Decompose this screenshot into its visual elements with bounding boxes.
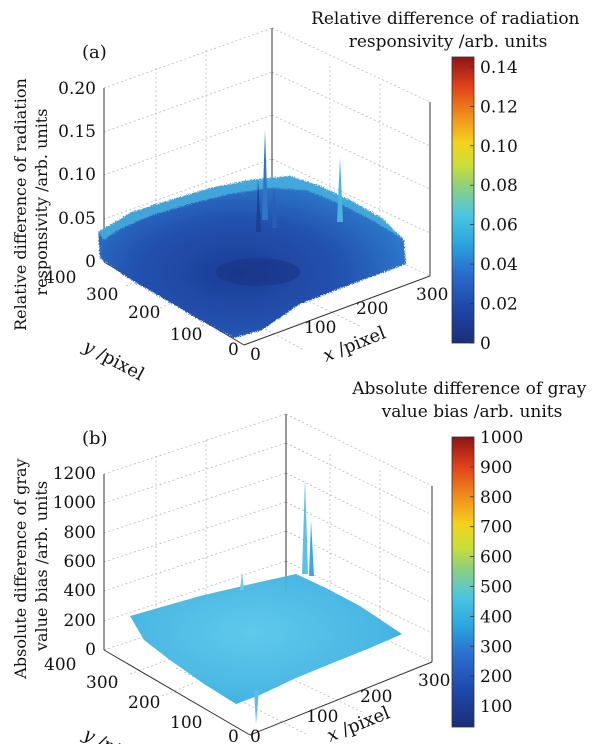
panel-b-y-tick: 200 (128, 693, 160, 713)
panel-b-z-tick: 800 (64, 523, 96, 543)
panel-a: 0 0.05 0.10 0.15 0.20 0 100 200 300 400 … (11, 9, 585, 385)
panel-b-colorbar-tick-label: 600 (480, 548, 512, 568)
panel-a-colorbar-tick-label: 0.08 (480, 176, 518, 196)
panel-b-y-ticks: 0 100 200 300 400 (44, 655, 239, 744)
panel-b-z-tick: 400 (64, 581, 96, 601)
panel-a-z-tick: 0.05 (58, 209, 96, 229)
panel-b-spike-3 (240, 572, 244, 590)
panel-a-label: (a) (82, 42, 107, 63)
panel-a-colorbar-title: Relative difference of radiation respons… (311, 9, 585, 52)
panel-b-colorbar-tick-label: 100 (480, 697, 512, 717)
panel-a-colorbar-tick-label: 0.04 (480, 255, 518, 275)
panel-a-colorbar-tick-label: 0 (480, 334, 491, 354)
panel-a-surface (98, 130, 406, 338)
panel-a-colorbar-tick-label: 0.14 (480, 58, 518, 78)
panel-b-z-tick: 600 (64, 552, 96, 572)
panel-a-x-tick: 0 (250, 345, 261, 365)
panel-a-y-tick: 300 (86, 285, 118, 305)
panel-b-colorbar-tick-label: 500 (480, 577, 512, 597)
panel-b: 0 200 400 600 800 1000 1200 0 100 200 30… (11, 379, 591, 744)
panel-b-x-tick: 300 (418, 671, 450, 691)
panel-a-x-tick: 100 (304, 318, 336, 338)
panel-b-surface (130, 478, 402, 724)
panel-b-colorbar-tick-label: 200 (480, 667, 512, 687)
panel-b-spike-2 (309, 520, 314, 576)
panel-b-colorbar-tick-label: 900 (480, 458, 512, 478)
panel-a-surface-dip (216, 258, 300, 286)
panel-b-x-tick: 200 (360, 687, 392, 707)
panel-a-z-tick: 0.10 (58, 165, 96, 185)
panel-a-colorbar-ticks: 0 0.02 0.04 0.06 0.08 0.10 0.12 0.14 (470, 58, 518, 354)
panel-b-y-axis-label: y /pixel (79, 723, 148, 744)
panel-b-colorbar-title: Absolute difference of gray value bias /… (351, 379, 591, 422)
panel-a-x-ticks: 0 100 200 300 (250, 285, 448, 365)
panel-a-y-tick: 0 (228, 340, 239, 360)
panel-a-colorbar-tick-label: 0.10 (480, 137, 518, 157)
panel-a-spike-1 (262, 130, 268, 220)
panel-a-y-ticks: 0 100 200 300 400 (44, 268, 239, 360)
panel-b-axes-frame (103, 414, 433, 736)
panel-a-x-tick: 300 (416, 285, 448, 305)
panel-b-colorbar-tick-label: 700 (480, 518, 512, 538)
panel-a-y-tick: 200 (128, 303, 160, 323)
panel-a-z-tick: 0.20 (58, 79, 96, 99)
panel-b-z-tick: 1200 (53, 464, 96, 484)
panel-b-y-tick: 100 (170, 713, 202, 733)
panel-a-z-tick: 0.15 (58, 122, 96, 142)
panel-a-spike-2 (256, 178, 261, 232)
panel-b-x-tick: 100 (306, 707, 338, 727)
panel-a-colorbar-tick-label: 0.12 (480, 97, 518, 117)
panel-b-colorbar-tick-label: 400 (480, 607, 512, 627)
panel-b-colorbar-tick-label: 300 (480, 637, 512, 657)
panel-b-spike-4 (254, 690, 259, 724)
panel-a-colorbar (451, 56, 475, 344)
panel-b-y-tick: 400 (44, 655, 76, 675)
panel-b-colorbar-ticks: 100 200 300 400 500 600 700 800 900 1000 (470, 428, 523, 717)
panel-a-colorbar-tick-label: 0.06 (480, 216, 518, 236)
panel-b-surface-body (130, 574, 402, 704)
panel-a-y-axis-label: y /pixel (79, 335, 148, 385)
panel-a-y-tick: 400 (44, 268, 76, 288)
panel-a-z-axis-label: Relative difference of radiation respons… (11, 73, 51, 331)
panel-a-colorbar-tick-label: 0.02 (480, 295, 518, 315)
panel-b-y-tick: 0 (228, 727, 239, 744)
panel-b-z-tick: 200 (64, 611, 96, 631)
panel-b-z-tick: 1000 (53, 493, 96, 513)
panel-b-z-axis-label: Absolute difference of gray value bias /… (11, 453, 51, 679)
panel-a-y-tick: 100 (170, 325, 202, 345)
panel-a-x-tick: 200 (356, 299, 388, 319)
panel-b-y-tick: 300 (86, 673, 118, 693)
panel-b-colorbar-tick-label: 1000 (480, 428, 523, 448)
panel-b-z-tick: 0 (85, 640, 96, 660)
panel-a-z-ticks: 0 0.05 0.10 0.15 0.20 (58, 79, 96, 272)
panel-b-colorbar (451, 436, 475, 728)
panel-b-spike-1 (302, 478, 308, 574)
panel-b-x-tick: 0 (250, 727, 261, 744)
panel-a-spike-3 (272, 186, 277, 228)
panel-b-label: (b) (82, 428, 108, 449)
panel-b-z-ticks: 0 200 400 600 800 1000 1200 (53, 464, 96, 660)
panel-a-z-tick: 0 (85, 252, 96, 272)
panel-a-surface-rim (98, 176, 404, 240)
panel-b-colorbar-tick-label: 800 (480, 488, 512, 508)
panel-a-surface-body (98, 176, 406, 338)
panel-a-spike-4 (337, 158, 343, 222)
panel-b-x-ticks: 0 100 200 300 (250, 671, 450, 744)
